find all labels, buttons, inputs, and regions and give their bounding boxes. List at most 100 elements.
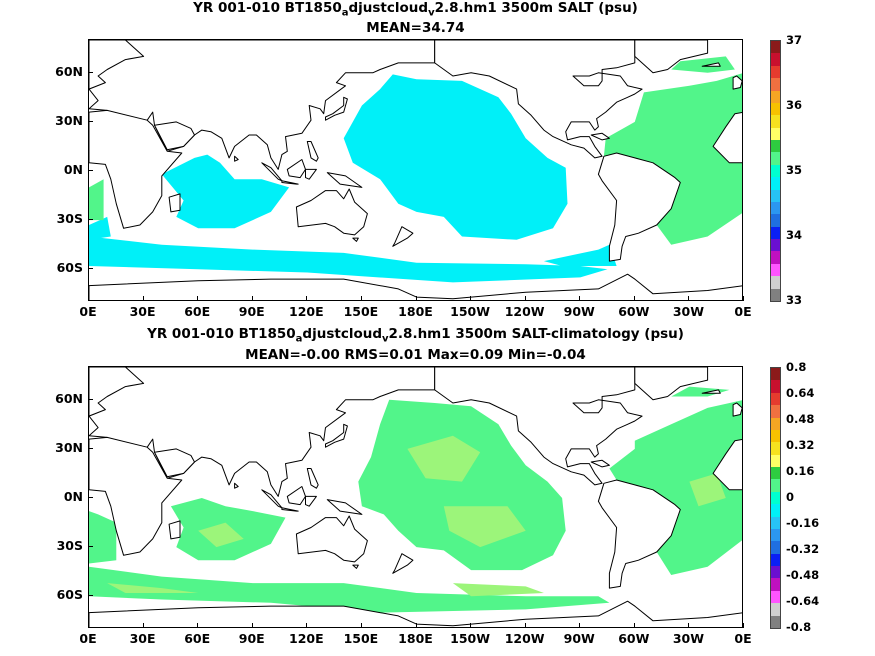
coastline-uk (732, 402, 742, 417)
coastline-cuba (590, 459, 610, 468)
lat-tick (88, 497, 93, 498)
coastline-africa (89, 109, 183, 229)
lon-label-180E: 180E (398, 631, 433, 646)
coastline-arabia (154, 448, 195, 478)
coastline-nz (392, 553, 414, 574)
colorbar-swatch (771, 479, 780, 492)
coastline-java (281, 180, 299, 185)
coastline-philippines (306, 468, 319, 489)
colorbar-swatch (771, 590, 780, 604)
colorbar-label: -0.8 (786, 620, 812, 634)
lon-tick (251, 296, 253, 301)
colorbar-label: 0.64 (786, 386, 815, 400)
coastline-borneo (286, 486, 306, 506)
coastline-antarctica (89, 600, 742, 627)
lat-label-30S: 30S (56, 538, 83, 554)
coastline-nz (392, 226, 414, 247)
colorbar-swatch (771, 541, 780, 554)
colorbar-swatch (771, 467, 780, 480)
lat-tick (88, 447, 93, 449)
coastline-antarctica (89, 273, 742, 300)
lon-tick (415, 623, 417, 628)
coastline-sulawesi (305, 495, 317, 507)
colorbar-swatch (771, 578, 780, 591)
colorbar-swatch (771, 276, 780, 289)
panel2-colorbar (770, 367, 781, 629)
salinity-region-green-0 (603, 73, 742, 245)
salinity-region-cyan-1 (161, 154, 290, 229)
lon-label-30W: 30W (672, 304, 704, 319)
salinity-region-light-3 (452, 583, 544, 597)
colorbar-swatch (771, 53, 780, 66)
coastline-africa_w (712, 438, 742, 491)
colorbar-swatch (771, 226, 780, 239)
lon-label-90E: 90E (238, 631, 265, 646)
salinity-region-cyan-5 (89, 216, 111, 240)
colorbar-swatch (771, 263, 780, 277)
coastline-india_sl (234, 155, 239, 162)
colorbar-swatch (771, 41, 780, 54)
salinity-region-green-4 (89, 511, 117, 564)
salinity-region-cyan-4 (416, 121, 490, 163)
colorbar-swatch (771, 288, 780, 301)
colorbar-swatch (771, 553, 780, 566)
lon-label-150W: 150W (450, 304, 491, 319)
colorbar-swatch (771, 603, 780, 616)
colorbar-label: 34 (786, 228, 803, 242)
colorbar-swatch (771, 615, 780, 628)
colorbar-swatch (771, 65, 780, 79)
lon-tick (142, 623, 144, 628)
panel2-title: YR 001-010 BT1850adjustcloudv2.8.hm1 350… (147, 326, 684, 345)
salinity-region-green-2 (89, 179, 104, 221)
coastline-borneo (286, 159, 306, 179)
lon-tick (197, 623, 199, 628)
colorbar-swatch (771, 127, 780, 140)
lon-label-0E: 0E (79, 304, 97, 319)
salinity-region-green-3 (609, 400, 742, 575)
lat-tick (88, 595, 93, 597)
lon-tick (360, 296, 362, 301)
salinity-region-light-4 (689, 473, 726, 507)
salinity-region-light-1 (443, 506, 526, 548)
lon-tick (142, 296, 144, 301)
colorbar-swatch (771, 504, 780, 517)
lon-tick (360, 623, 362, 628)
salinity-region-light-5 (107, 583, 199, 593)
lon-label-0E: 0E (734, 631, 752, 646)
coastline-australia (295, 515, 368, 563)
lon-label-150E: 150E (343, 631, 379, 646)
lon-label-90E: 90E (238, 304, 265, 319)
colorbar-swatch (771, 491, 780, 505)
lon-label-120W: 120W (504, 304, 545, 319)
lon-label-60E: 60E (184, 304, 211, 319)
colorbar-swatch (771, 454, 780, 467)
panel2-subtitle: MEAN=-0.00 RMS=0.01 Max=0.09 Min=-0.04 (245, 347, 586, 363)
coastline-australia (295, 188, 368, 236)
lat-label-30S: 30S (56, 211, 83, 227)
lat-tick (88, 219, 93, 221)
coastline-arabia (154, 121, 195, 151)
colorbar-label: 35 (786, 163, 803, 177)
lon-tick (251, 623, 253, 628)
lon-label-30W: 30W (672, 631, 704, 646)
lon-tick (524, 296, 526, 301)
colorbar-label: -0.16 (786, 516, 820, 530)
panel1-map (88, 39, 743, 301)
lon-tick (306, 296, 308, 301)
lat-label-60S: 60S (56, 587, 83, 603)
lon-label-150W: 150W (450, 631, 491, 646)
lon-label-0E: 0E (734, 304, 752, 319)
lon-tick (688, 296, 690, 301)
map-svg (89, 367, 742, 627)
coastline-greenland (634, 40, 709, 74)
colorbar-swatch (771, 177, 780, 190)
colorbar-swatch (771, 102, 780, 116)
lon-tick (197, 296, 199, 301)
lon-tick (524, 623, 526, 628)
lon-label-30E: 30E (129, 304, 156, 319)
coastline-cuba (590, 132, 610, 141)
colorbar-swatch (771, 152, 780, 165)
salinity-region-green-5 (671, 386, 730, 397)
lat-tick (88, 120, 93, 122)
colorbar-swatch (771, 239, 780, 252)
